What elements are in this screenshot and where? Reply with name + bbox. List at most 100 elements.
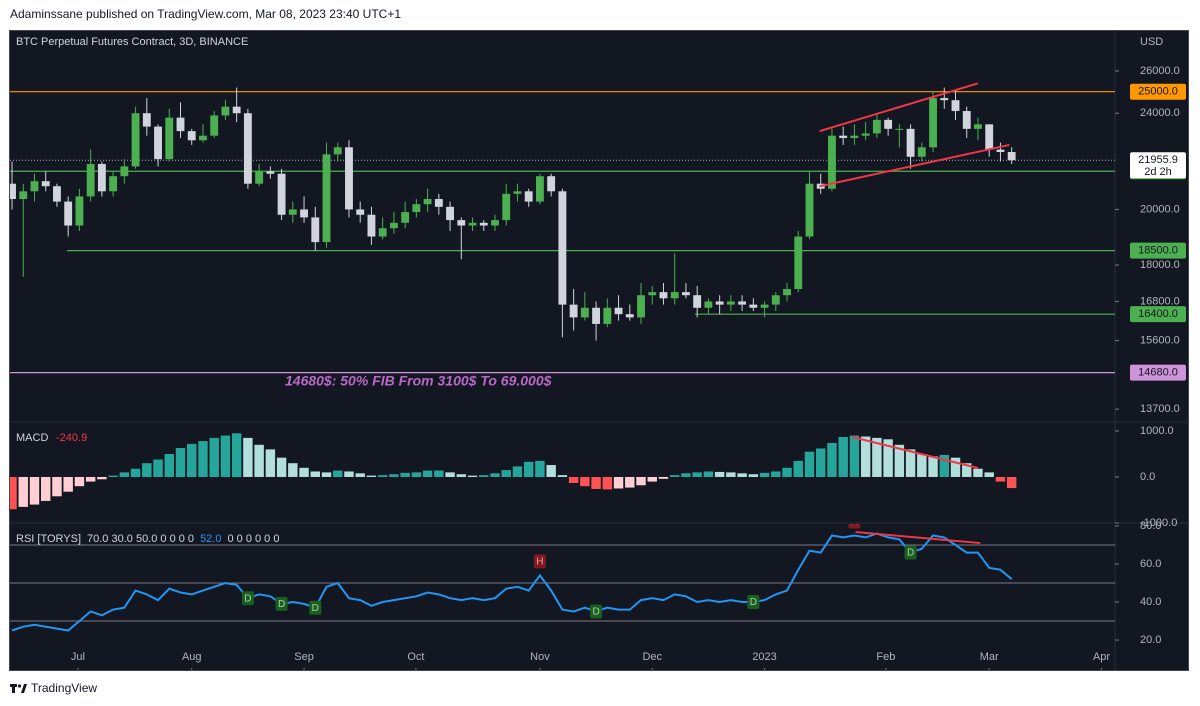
macd-bar <box>276 457 287 477</box>
macd-bar <box>198 441 208 477</box>
signal-box <box>747 595 760 610</box>
last-price-label: 21955.9 <box>1138 154 1178 166</box>
macd-bar <box>962 463 972 477</box>
candle-body <box>771 295 780 305</box>
candle-body <box>300 209 308 218</box>
macd-bar <box>905 449 916 477</box>
candle-body <box>75 196 84 226</box>
candle-body <box>872 119 881 134</box>
candle-body <box>715 301 724 305</box>
brand: TradingView <box>31 681 97 695</box>
candle-body <box>367 214 376 237</box>
y-tick-label: 80.0 <box>1140 520 1161 532</box>
x-tick-label: Aug <box>182 651 202 663</box>
candle-body <box>592 307 601 324</box>
candle-body <box>311 217 320 243</box>
macd-bar <box>523 461 534 477</box>
macd-bar <box>400 472 410 477</box>
rsi-line <box>11 532 1013 632</box>
level-label-box <box>1130 306 1186 323</box>
macd-bar <box>703 471 714 477</box>
candle-body <box>401 212 410 223</box>
macd-bar <box>299 467 309 477</box>
macd-bar <box>860 436 871 477</box>
macd-bar <box>52 476 62 497</box>
macd-bar <box>759 472 770 477</box>
y-tick-label: 13700.0 <box>1140 403 1180 415</box>
macd-bar <box>479 475 489 477</box>
rsi-legend: RSI [TORYS] 70.0 30.0 50.0 0 0 0 0 52.0 0 0… <box>16 533 279 545</box>
macd-bar <box>344 471 354 477</box>
macd-bar <box>894 444 905 477</box>
macd-bar <box>838 436 848 477</box>
x-tick-label: Mar <box>980 651 999 663</box>
macd-bar <box>973 468 983 477</box>
candle-body <box>940 98 949 101</box>
macd-bar <box>546 465 556 477</box>
candle-body <box>266 171 275 174</box>
candle-body <box>412 204 421 213</box>
macd-bar <box>10 476 17 510</box>
macd-bar <box>254 444 264 477</box>
signal-box <box>533 554 546 569</box>
level-label-box <box>1130 83 1186 100</box>
macd-bar <box>535 460 545 477</box>
macd-value: -240.9 <box>56 432 87 444</box>
candle-body <box>738 301 747 305</box>
macd-bar <box>153 459 163 477</box>
macd-bar <box>568 476 579 483</box>
y-tick-label: 15600.0 <box>1140 334 1180 346</box>
macd-bar <box>984 472 994 477</box>
signal-box <box>275 596 288 611</box>
candle-body <box>232 106 241 114</box>
candle-body <box>199 135 207 141</box>
macd-bar <box>917 453 927 477</box>
macd-bar <box>434 470 444 477</box>
macd-bar <box>737 473 747 477</box>
macd-bar <box>355 473 365 477</box>
candle-body <box>221 106 230 116</box>
candle-body <box>434 198 443 207</box>
macd-bar <box>771 471 781 477</box>
candle-body <box>917 147 926 157</box>
x-tick-label: Jul <box>71 651 85 663</box>
macd-bar <box>231 433 242 477</box>
candle-body <box>277 173 286 215</box>
macd-bar <box>288 463 298 477</box>
candle-body <box>423 198 432 205</box>
candle-body <box>614 307 623 315</box>
y-tick-label: 24000.0 <box>1140 107 1180 119</box>
signal-box <box>309 600 322 615</box>
chart-area <box>9 30 1189 671</box>
signal-box <box>848 524 861 529</box>
macd-bar <box>928 456 938 477</box>
macd-bar <box>97 476 107 480</box>
macd-bar <box>422 470 433 477</box>
fib-annotation: 14680$: 50% FIB From 3100$ To 69.000$ <box>285 373 552 389</box>
x-tick-label: 2023 <box>752 651 776 663</box>
macd-bar <box>512 466 523 477</box>
macd-bar <box>130 468 141 477</box>
rsi-params: 0 0 0 0 0 0 <box>227 533 279 545</box>
macd-bar <box>995 476 1006 482</box>
macd-bar <box>333 470 343 477</box>
candle-body <box>558 191 567 305</box>
macd-bar <box>411 472 422 477</box>
candle-body <box>682 292 690 296</box>
signal-label: D <box>907 548 914 559</box>
candle-body <box>648 292 657 296</box>
macd-bar <box>209 437 219 477</box>
macd-bar <box>827 442 837 477</box>
candle-body <box>333 147 342 155</box>
macd-bar <box>74 476 85 487</box>
x-tick-label: Feb <box>876 651 895 663</box>
macd-bar <box>41 476 51 501</box>
macd-bar <box>613 476 624 489</box>
candle-body <box>535 176 544 202</box>
signal-box <box>241 591 254 606</box>
candle-body <box>210 115 219 136</box>
macd-bar <box>816 448 826 477</box>
y-tick-label: 20000.0 <box>1140 203 1180 215</box>
candle-body <box>255 171 264 184</box>
y-tick-label: 20.0 <box>1140 634 1161 646</box>
